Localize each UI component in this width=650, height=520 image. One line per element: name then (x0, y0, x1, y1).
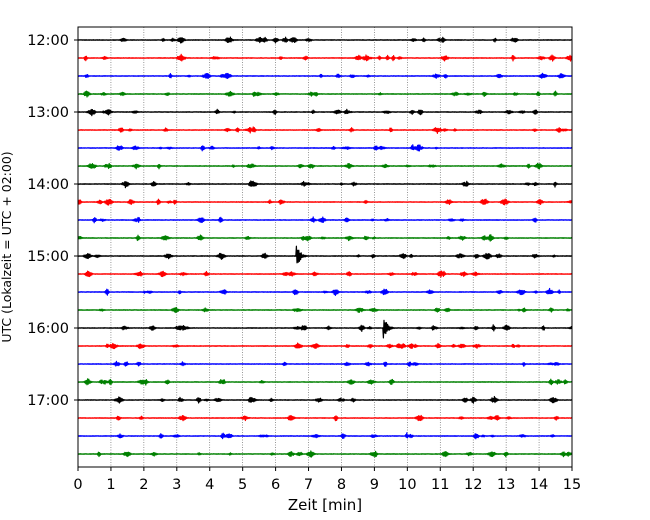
y-tick-label: 17:00 (27, 393, 69, 409)
x-tick-label: 4 (205, 477, 214, 493)
x-axis-title: Zeit [min] (288, 496, 362, 514)
x-tick-label: 14 (530, 477, 548, 493)
trace-line (77, 245, 573, 264)
y-axis-ticks: 12:00 13:00 14:00 15:00 16:00 17:00 (27, 33, 78, 409)
seismic-traces (77, 36, 573, 458)
trace-line (77, 234, 573, 242)
x-tick-label: 9 (370, 477, 379, 493)
x-tick-label: 1 (106, 477, 115, 493)
x-tick-label: 6 (271, 477, 280, 493)
y-tick-label: 16:00 (27, 321, 69, 337)
x-tick-label: 15 (563, 477, 581, 493)
trace-line (77, 414, 573, 422)
plot-area (78, 27, 572, 467)
x-tick-label: 8 (337, 477, 346, 493)
x-tick-label: 11 (431, 477, 449, 493)
trace-line (77, 378, 573, 386)
y-tick-label: 12:00 (27, 33, 69, 49)
x-tick-label: 10 (398, 477, 416, 493)
trace-line (77, 395, 573, 404)
trace-line (77, 306, 573, 314)
x-tick-label: 0 (73, 477, 82, 493)
trace-line (77, 126, 573, 134)
trace-line (77, 53, 573, 62)
x-tick-label: 5 (238, 477, 247, 493)
trace-line (77, 72, 573, 80)
x-axis-ticks: 0 1 2 3 4 5 6 7 8 9 10 11 12 13 14 15 (73, 467, 581, 493)
trace-line (77, 36, 573, 44)
x-tick-label: 2 (139, 477, 148, 493)
trace-line (77, 342, 573, 350)
trace-line (77, 108, 573, 117)
x-tick-label: 3 (172, 477, 181, 493)
y-axis-title: UTC (Lokalzeit = UTC + 02:00) (0, 151, 14, 342)
trace-line (77, 319, 573, 339)
y-tick-label: 13:00 (27, 105, 69, 121)
y-tick-label: 14:00 (27, 177, 69, 193)
x-gridlines (110, 27, 540, 467)
x-tick-label: 12 (464, 477, 482, 493)
y-tick-label: 15:00 (27, 249, 69, 265)
trace-line (77, 90, 573, 98)
trace-line (77, 216, 573, 224)
trace-line (77, 162, 573, 170)
trace-line (77, 360, 573, 367)
trace-line (77, 198, 573, 206)
x-tick-label: 13 (497, 477, 515, 493)
trace-line (77, 450, 573, 458)
trace-line (77, 270, 573, 278)
trace-line (77, 180, 573, 189)
plot-frame (77, 26, 573, 468)
x-tick-label: 7 (304, 477, 313, 493)
trace-line (77, 287, 573, 296)
trace-line (77, 144, 573, 152)
trace-line (77, 432, 573, 440)
